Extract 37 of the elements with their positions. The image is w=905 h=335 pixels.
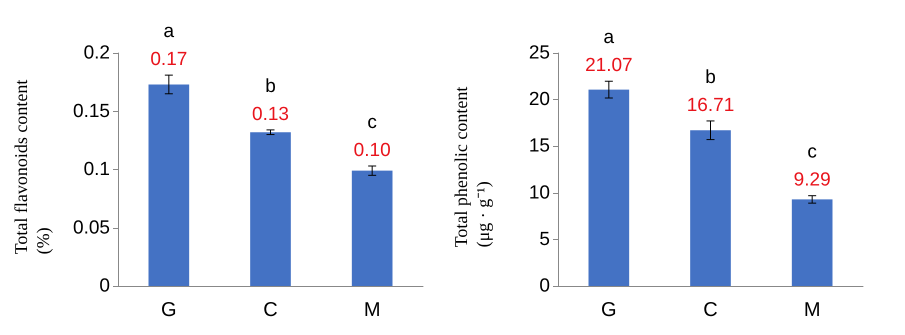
y-tick-label: 0.05: [73, 217, 110, 238]
data-label: 9.29: [794, 170, 831, 191]
annotation: c: [807, 142, 817, 163]
annotation: b: [265, 76, 276, 97]
y-axis-title: Total phenolic content (μg · g⁻¹): [451, 86, 493, 248]
data-label: 0.13: [252, 104, 289, 125]
x-tick-label: M: [804, 299, 821, 321]
data-label: 21.07: [585, 55, 633, 76]
y-tick-label: 0: [539, 276, 550, 296]
y-tick-label: 15: [528, 136, 550, 157]
x-tick-label: G: [601, 299, 617, 321]
text: a: [164, 21, 175, 42]
data-label: 0.10: [354, 140, 391, 162]
y-tick-label: 0.2: [84, 42, 110, 64]
data-label: 16.71: [686, 94, 734, 116]
y-tick-label: 0: [99, 276, 110, 296]
x-tick-label: C: [703, 299, 718, 321]
annotation: c: [367, 112, 377, 134]
y-tick-label: 0.15: [73, 100, 110, 122]
bar: [250, 132, 291, 286]
annotation: b: [705, 66, 716, 88]
data-label: 0.17: [150, 49, 188, 70]
y-tick-label: 0.1: [84, 159, 110, 180]
bar: [352, 170, 392, 286]
bar: [792, 199, 832, 286]
y-axis-title: Total flavonoids content (%): [11, 80, 53, 254]
bar: [588, 90, 630, 286]
y-tick-label: 20: [528, 89, 550, 110]
x-tick-label: G: [161, 299, 177, 321]
y-tick-label: 5: [539, 228, 550, 250]
y-tick-label: 25: [528, 42, 550, 64]
y-tick-label: 10: [528, 182, 550, 204]
text: a: [604, 27, 615, 48]
bar: [690, 130, 731, 286]
x-tick-label: M: [364, 299, 381, 321]
x-tick-label: C: [263, 299, 278, 321]
bar: [148, 84, 190, 286]
